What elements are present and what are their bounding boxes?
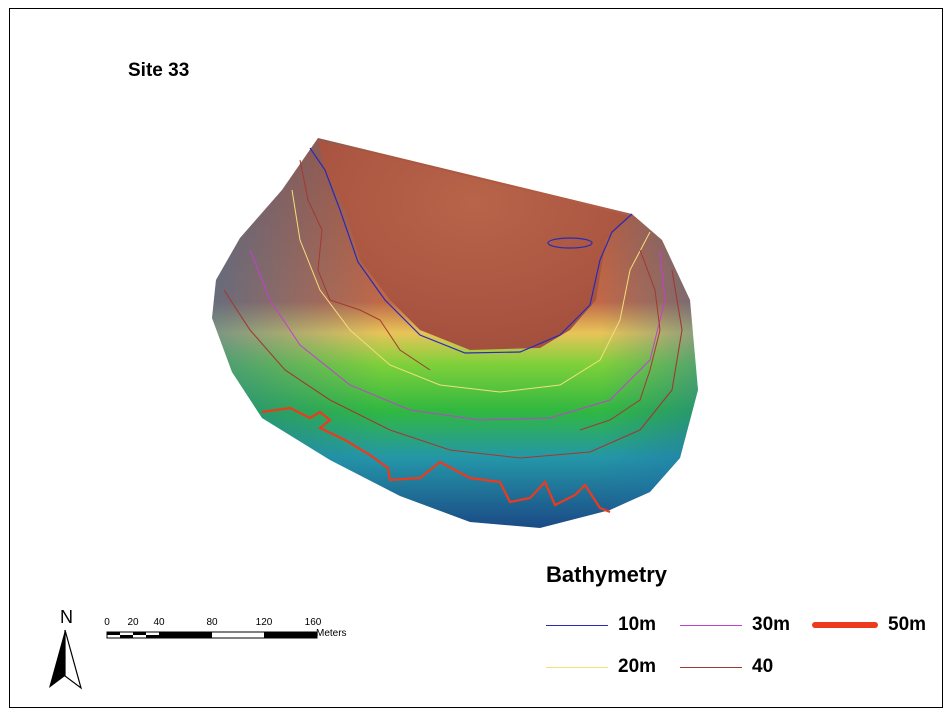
- contour-10m-ring: [547, 237, 593, 249]
- contour-40: [223, 269, 683, 459]
- scale-tick-160: 160: [304, 617, 322, 628]
- legend-item-50m: 50m: [812, 614, 926, 636]
- legend-title: Bathymetry: [546, 562, 668, 587]
- scale-tick-40: 40: [153, 617, 165, 628]
- contour-40-inner: [299, 159, 431, 371]
- legend-item-30m: 30m: [680, 614, 790, 636]
- plateau-surface: [318, 140, 630, 350]
- legend-label-10m: 10m: [618, 614, 657, 635]
- legend-item-20m: 20m: [546, 656, 656, 678]
- legend-swatch-40: [680, 666, 742, 668]
- contour-20m: [291, 189, 651, 393]
- contour-10m: [309, 147, 633, 354]
- scale-units: Meters: [316, 628, 347, 639]
- legend-swatch-20m: [546, 666, 608, 668]
- legend-swatch-10m: [546, 624, 608, 626]
- scale-tick-120: 120: [255, 617, 273, 628]
- north-label: N: [60, 607, 73, 627]
- legend-swatch-30m: [680, 624, 742, 626]
- scale-tick-20: 20: [127, 617, 139, 628]
- scale-tick-80: 80: [206, 617, 218, 628]
- contour-50m: [261, 406, 611, 514]
- legend-item-10m: 10m: [546, 614, 656, 636]
- scale-bar: [106, 631, 318, 639]
- legend-label-30m: 30m: [752, 614, 791, 635]
- legend-label-40: 40: [752, 656, 774, 677]
- legend-label-50m: 50m: [888, 614, 927, 635]
- legend-label-20m: 20m: [618, 656, 657, 677]
- map-title: Site 33: [128, 60, 190, 81]
- legend-swatch-50m: [812, 622, 878, 628]
- contour-40-east: [579, 249, 661, 431]
- scale-tick-0: 0: [104, 617, 110, 628]
- north-arrow-icon: [49, 629, 83, 690]
- contour-30m: [249, 249, 666, 421]
- legend-item-40: 40: [680, 656, 773, 678]
